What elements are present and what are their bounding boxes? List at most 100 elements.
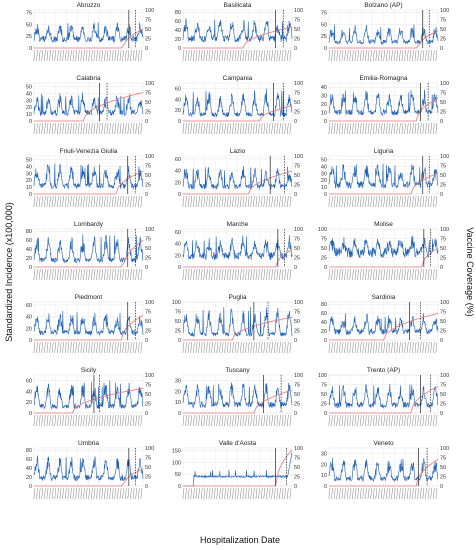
x-tick-label — [404, 341, 406, 354]
x-tick-label — [406, 341, 409, 354]
x-tick-label — [271, 414, 274, 427]
x-tick-label — [432, 195, 435, 208]
x-tick-label — [43, 341, 46, 354]
y-tick-label-right: 0 — [440, 46, 443, 52]
y-tick-label-left: 10 — [26, 185, 32, 191]
x-tick-label — [427, 122, 430, 135]
y-tick-label-left: 40 — [321, 164, 327, 170]
x-tick-label — [77, 341, 80, 354]
x-tick-label — [130, 49, 132, 62]
x-tick-labels — [182, 414, 292, 427]
x-tick-label — [190, 195, 193, 208]
x-tick-label — [372, 122, 375, 135]
x-tick-labels — [33, 49, 143, 62]
incidence-line — [182, 165, 293, 190]
y-tick-label-right: 25 — [294, 110, 300, 116]
coverage-line — [34, 28, 144, 49]
x-tick-label — [255, 49, 258, 62]
x-tick-label — [268, 195, 271, 208]
coverage-line — [329, 386, 439, 414]
x-tick-label — [234, 49, 237, 62]
x-tick-label — [349, 195, 352, 208]
x-tick-labels — [182, 268, 292, 281]
x-tick-label — [117, 195, 119, 208]
x-tick-label — [263, 341, 266, 354]
x-tick-label — [124, 414, 127, 427]
x-tick-label — [435, 122, 438, 135]
y-tick-label-right: 0 — [294, 46, 297, 52]
y-tick-label-left: 25 — [175, 329, 181, 335]
coverage-line — [34, 170, 144, 195]
x-tick-label — [237, 487, 240, 500]
x-tick-label — [258, 122, 260, 135]
y-tick-label-right: 0 — [440, 192, 443, 198]
x-tick-label — [393, 49, 396, 62]
y-tick-label-left: 60 — [26, 457, 32, 463]
incidence-line — [328, 163, 439, 189]
x-tick-label — [109, 414, 111, 427]
x-tick-label — [232, 487, 234, 500]
x-tick-label — [286, 341, 289, 354]
y-tick-label-right: 50 — [145, 173, 151, 179]
x-tick-label — [412, 195, 414, 208]
coverage-line — [34, 314, 144, 341]
y-tick-label-right: 0 — [440, 484, 443, 490]
x-tick-label — [404, 122, 406, 135]
x-tick-label — [417, 268, 420, 281]
x-tick-label — [417, 341, 420, 354]
y-tick-label-right: 0 — [440, 338, 443, 344]
x-tick-label — [101, 122, 104, 135]
panel-title: Trento (AP) — [367, 367, 400, 374]
x-tick-label — [190, 122, 193, 135]
x-tick-label — [122, 341, 125, 354]
x-tick-label — [132, 414, 135, 427]
x-tick-label — [401, 487, 404, 500]
x-tick-label — [378, 268, 380, 281]
y-tick-label-left: 0 — [29, 46, 32, 52]
incidence-line — [33, 92, 144, 117]
x-tick-label — [393, 268, 396, 281]
x-tick-label — [190, 487, 193, 500]
y-tick-label-left: 20 — [26, 105, 32, 111]
x-tick-label — [258, 195, 260, 208]
x-tick-label — [103, 487, 106, 500]
y-tick-label-left: 10 — [321, 185, 327, 191]
x-tick-label — [221, 341, 224, 354]
x-tick-label — [383, 122, 386, 135]
y-tick-label-left: 75 — [175, 310, 181, 316]
y-tick-label-left: 20 — [26, 178, 32, 184]
x-tick-label — [239, 268, 242, 281]
panel-title: Puglia — [228, 294, 246, 301]
x-tick-label — [391, 49, 393, 62]
panel-lombardy: Lombardy 0 20 40 60 80 0 25 50 75 100 — [26, 221, 154, 281]
x-tick-label — [90, 49, 93, 62]
x-tick-label — [135, 268, 138, 281]
y-tick-label-right: 100 — [440, 227, 449, 233]
panel-campania: Campania 0 20 40 60 0 25 50 75 100 — [175, 75, 303, 135]
y-tick-label-right: 0 — [440, 265, 443, 271]
x-tick-label — [208, 195, 211, 208]
x-tick-label — [124, 341, 127, 354]
x-tick-label — [344, 49, 346, 62]
y-tick-label-left: 30 — [26, 171, 32, 177]
y-tick-label-left: 50 — [26, 22, 32, 28]
x-tick-label — [96, 49, 98, 62]
x-tick-label — [213, 122, 216, 135]
x-tick-label — [229, 122, 232, 135]
x-tick-label — [88, 341, 91, 354]
x-tick-label — [242, 268, 245, 281]
x-tick-label — [281, 195, 284, 208]
x-tick-label — [401, 341, 404, 354]
x-tick-label — [286, 122, 289, 135]
x-tick-labels — [328, 341, 438, 354]
x-tick-label — [263, 49, 266, 62]
x-tick-label — [255, 341, 258, 354]
panel-title: Piedmont — [75, 294, 103, 301]
y-tick-label-right: 0 — [294, 484, 297, 490]
coverage-line — [329, 97, 439, 122]
x-tick-label — [263, 268, 266, 281]
panel-title: Bolzano (AP) — [364, 2, 402, 9]
x-tick-label — [64, 268, 67, 281]
x-tick-label — [362, 122, 365, 135]
y-tick-label-right: 100 — [440, 300, 449, 306]
